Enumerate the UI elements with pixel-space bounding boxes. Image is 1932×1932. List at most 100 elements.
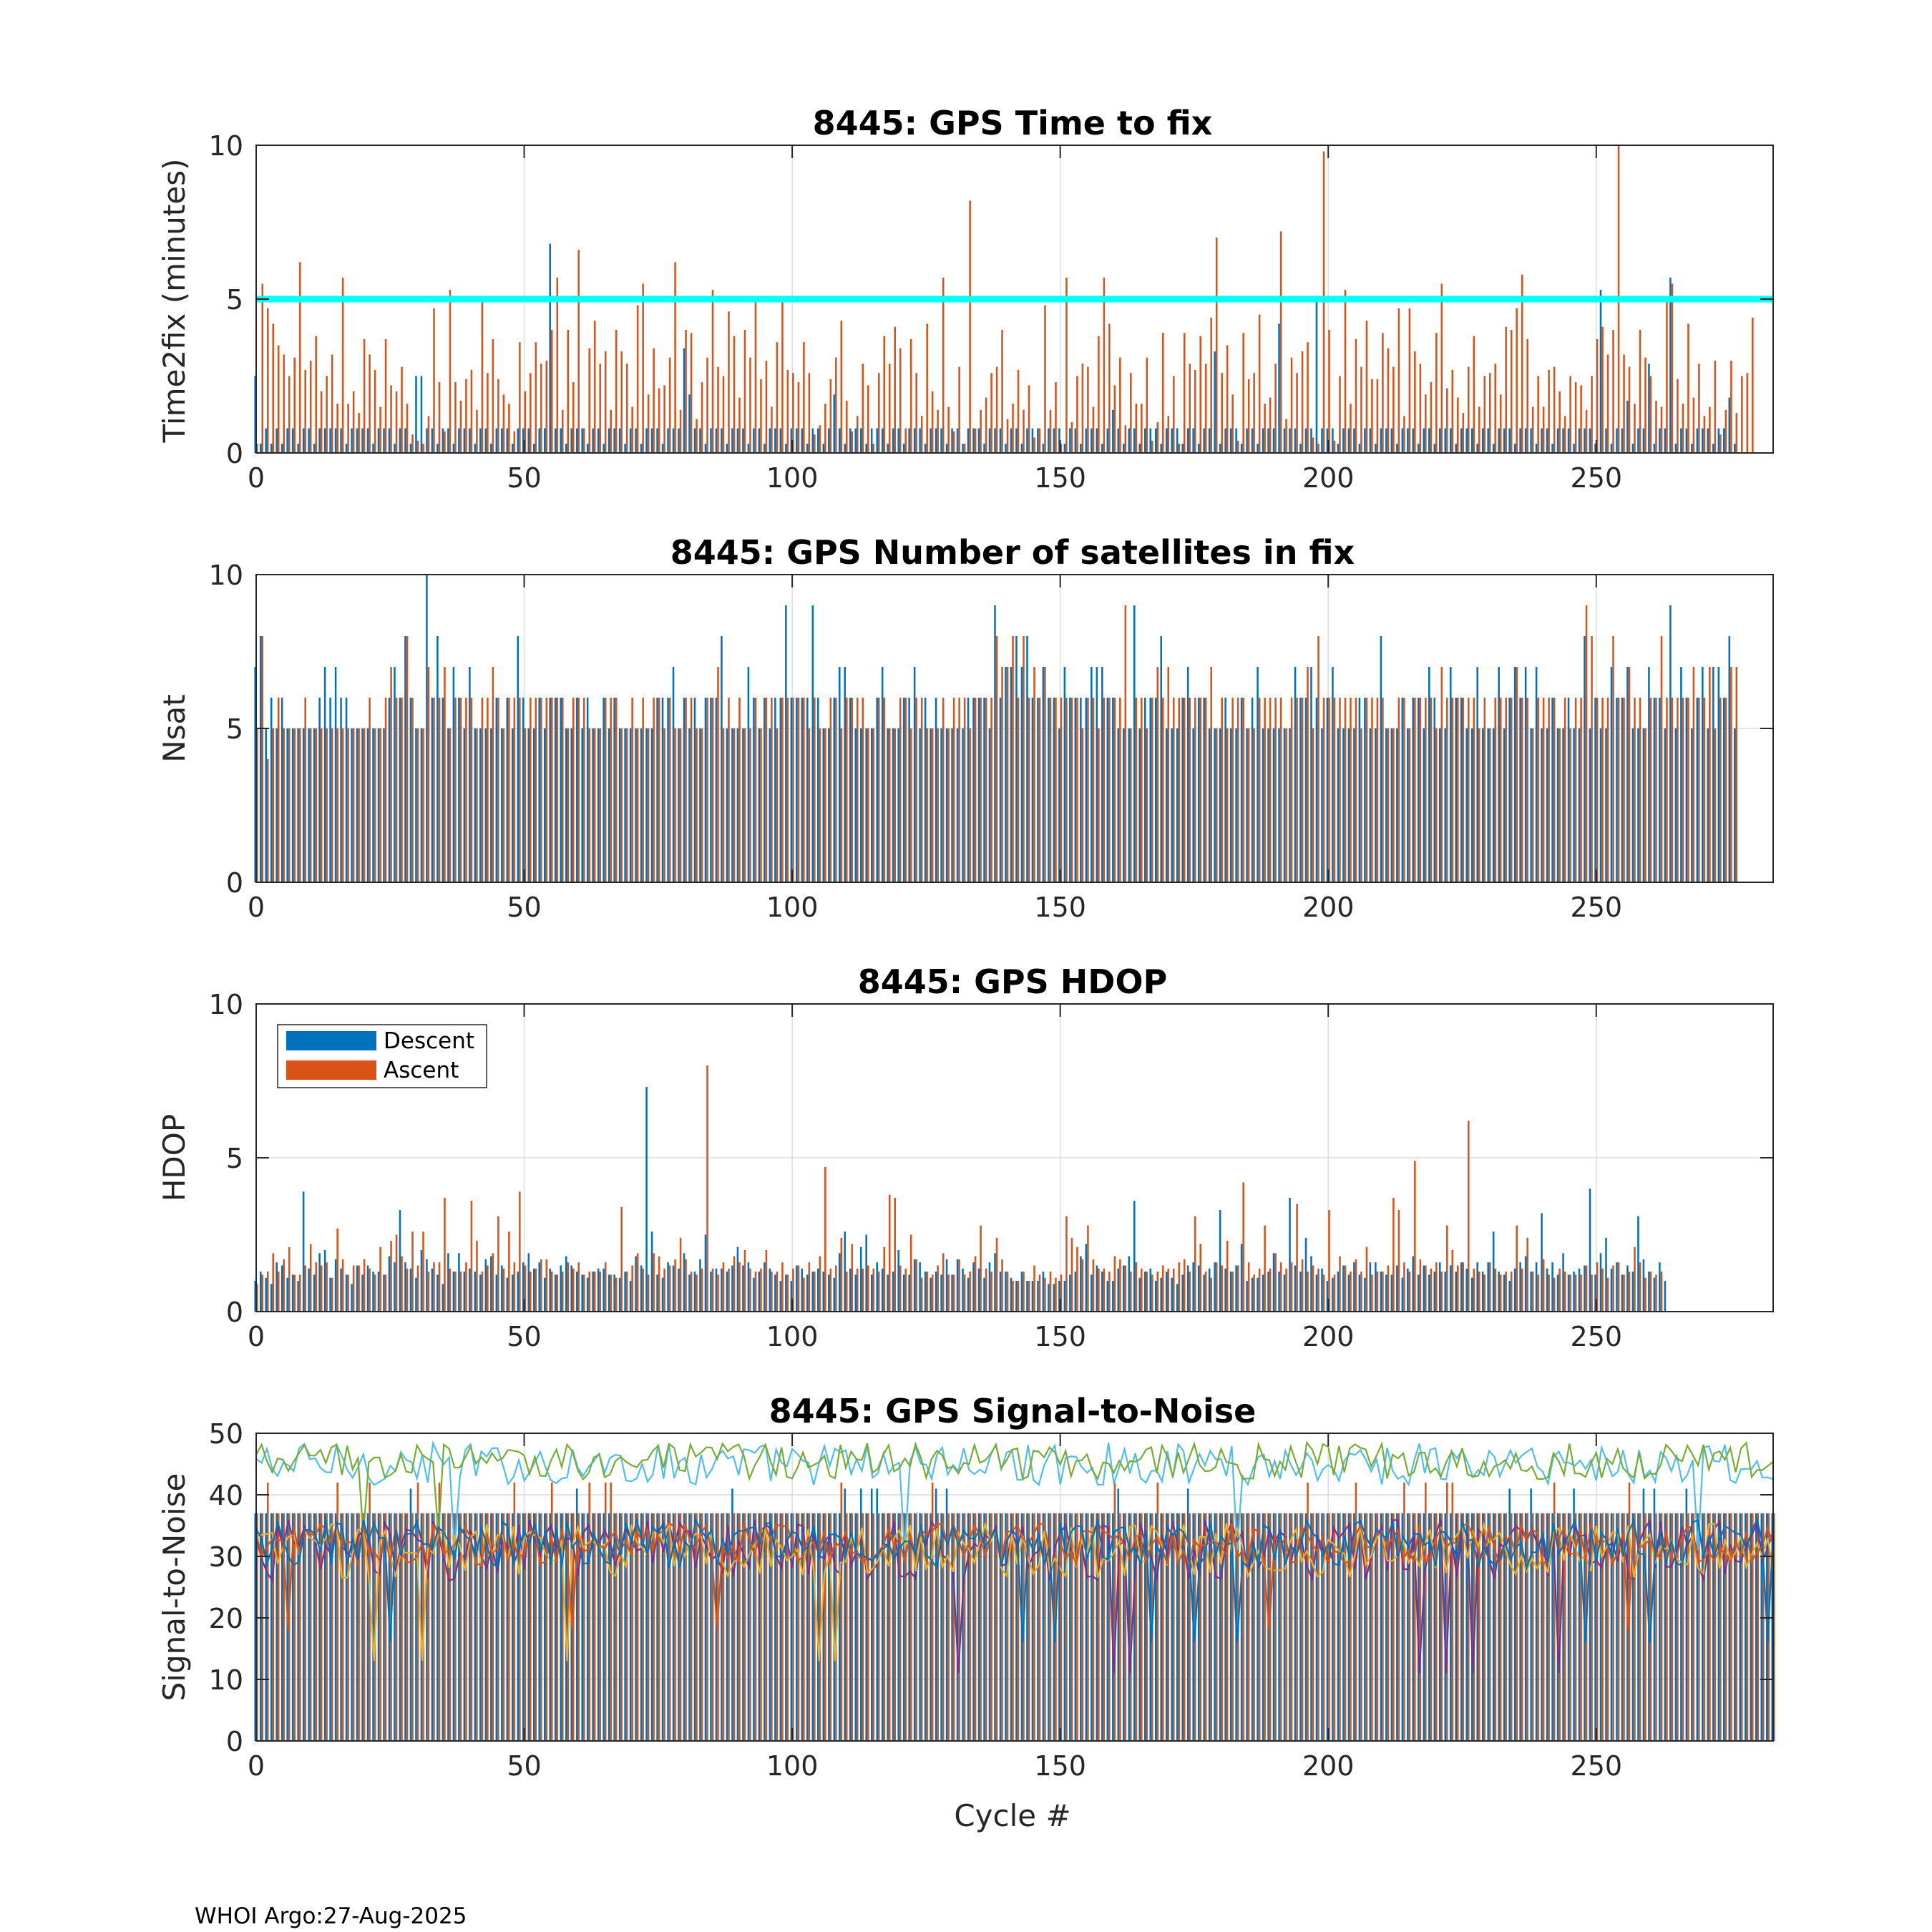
bar-descent-cycle-216 <box>1413 698 1415 882</box>
bar-descent-cycle-90 <box>737 429 739 453</box>
snr-bar-descent-cycle-132 <box>962 1513 964 1741</box>
bar-ascent-cycle-7 <box>293 728 296 882</box>
bar-ascent-cycle-180 <box>1221 698 1223 882</box>
bar-descent-cycle-261 <box>1654 1278 1656 1312</box>
bar-descent-cycle-163 <box>1128 1257 1131 1312</box>
bar-ascent-cycle-126 <box>932 728 934 882</box>
bar-ascent-cycle-214 <box>1403 698 1405 882</box>
bar-descent-cycle-125 <box>924 444 927 453</box>
bar-ascent-cycle-158 <box>1103 278 1106 453</box>
snr-bar-descent-cycle-29 <box>410 1488 412 1741</box>
bar-ascent-cycle-265 <box>1677 379 1679 453</box>
snr-bar-descent-cycle-171 <box>1171 1513 1173 1741</box>
bar-descent-cycle-141 <box>1010 667 1013 882</box>
bar-descent-cycle-54 <box>544 1278 546 1312</box>
bar-descent-cycle-156 <box>1091 1274 1093 1312</box>
bar-ascent-cycle-251 <box>1601 1269 1604 1312</box>
snr-bar-ascent-cycle-75 <box>658 1513 660 1741</box>
bar-ascent-cycle-10 <box>310 728 312 882</box>
bar-ascent-cycle-236 <box>1521 698 1523 882</box>
snr-bar-descent-cycle-211 <box>1385 1513 1387 1741</box>
bar-ascent-cycle-134 <box>975 698 977 882</box>
snr-bar-ascent-cycle-91 <box>744 1513 746 1741</box>
bar-descent-cycle-145 <box>1032 1281 1034 1312</box>
bar-ascent-cycle-231 <box>1494 698 1496 882</box>
bar-descent-cycle-218 <box>1423 429 1425 453</box>
bar-ascent-cycle-115 <box>872 728 874 882</box>
bar-ascent-cycle-47 <box>508 404 510 453</box>
bar-descent-cycle-199 <box>1321 1269 1323 1312</box>
bar-ascent-cycle-163 <box>1130 1272 1132 1312</box>
bar-descent-cycle-157 <box>1096 1266 1098 1312</box>
snr-bar-descent-cycle-118 <box>887 1513 889 1741</box>
bar-ascent-cycle-95 <box>766 698 768 882</box>
bar-descent-cycle-148 <box>1048 698 1050 882</box>
bar-ascent-cycle-6 <box>288 1247 291 1312</box>
bar-ascent-cycle-165 <box>1141 698 1143 882</box>
bar-descent-cycle-192 <box>1284 728 1286 882</box>
snr-bar-descent-cycle-91 <box>742 1513 744 1741</box>
bar-ascent-cycle-264 <box>1672 698 1674 882</box>
bar-ascent-cycle-247 <box>1580 1274 1582 1312</box>
bar-ascent-cycle-57 <box>562 410 564 453</box>
snr-bar-ascent-cycle-62 <box>588 1483 590 1741</box>
bar-ascent-cycle-106 <box>824 404 826 453</box>
bar-ascent-cycle-182 <box>1231 394 1234 453</box>
bar-ascent-cycle-146 <box>1039 698 1041 882</box>
bar-ascent-cycle-45 <box>497 379 499 453</box>
bar-descent-cycle-85 <box>710 429 712 453</box>
bar-ascent-cycle-36 <box>449 1269 452 1312</box>
snr-bar-descent-cycle-138 <box>994 1513 996 1741</box>
bar-ascent-cycle-171 <box>1173 1269 1175 1312</box>
bar-ascent-cycle-230 <box>1489 1262 1491 1312</box>
snr-bar-ascent-cycle-259 <box>1644 1513 1646 1741</box>
bar-descent-cycle-121 <box>903 698 905 882</box>
bar-ascent-cycle-252 <box>1607 1278 1609 1312</box>
bar-descent-cycle-30 <box>415 376 417 454</box>
bar-ascent-cycle-81 <box>691 698 693 882</box>
snr-bar-descent-cycle-130 <box>951 1513 953 1741</box>
bar-descent-cycle-101 <box>796 1266 798 1312</box>
bar-ascent-cycle-72 <box>642 1269 644 1312</box>
bar-ascent-cycle-123 <box>915 698 917 882</box>
grid-lines <box>256 575 1773 882</box>
bar-ascent-cycle-230 <box>1489 373 1491 453</box>
bar-ascent-cycle-24 <box>385 339 387 453</box>
bar-ascent-cycle-128 <box>942 698 945 882</box>
bar-ascent-cycle-212 <box>1392 367 1395 453</box>
bar-ascent-cycle-234 <box>1511 330 1513 453</box>
bar-ascent-cycle-36 <box>449 728 452 882</box>
bar-descent-cycle-209 <box>1375 728 1377 882</box>
bar-ascent-cycle-69 <box>626 1272 628 1312</box>
bar-descent-cycle-99 <box>785 605 787 882</box>
bar-descent-cycle-23 <box>378 728 380 882</box>
snr-bar-ascent-cycle-111 <box>852 1513 854 1741</box>
bar-ascent-cycle-43 <box>487 1266 489 1312</box>
bar-ascent-cycle-185 <box>1248 379 1250 453</box>
snr-bar-ascent-cycle-133 <box>969 1513 971 1741</box>
bar-descent-cycle-169 <box>1160 444 1162 453</box>
snr-bar-descent-cycle-10 <box>308 1513 310 1741</box>
bar-ascent-cycle-35 <box>444 1198 446 1312</box>
bar-descent-cycle-40 <box>469 667 471 882</box>
chart-title-satellites: 8445: GPS Number of satellites in fix <box>670 533 1355 572</box>
bar-descent-cycle-129 <box>946 728 948 882</box>
bar-descent-cycle-51 <box>528 1253 530 1312</box>
bar-descent-cycle-70 <box>630 728 632 882</box>
bar-descent-cycle-193 <box>1289 429 1291 453</box>
snr-bar-ascent-cycle-28 <box>406 1513 409 1741</box>
bar-descent-cycle-87 <box>721 636 723 882</box>
bar-descent-cycle-122 <box>908 698 910 882</box>
bar-descent-cycle-275 <box>1729 636 1731 882</box>
bar-ascent-cycle-74 <box>653 348 655 453</box>
bar-ascent-cycle-25 <box>390 667 392 882</box>
snr-bar-descent-cycle-259 <box>1643 1488 1645 1741</box>
bar-ascent-cycle-14 <box>331 728 333 882</box>
bar-ascent-cycle-278 <box>1747 373 1749 453</box>
bar-descent-cycle-201 <box>1332 429 1334 453</box>
bar-ascent-cycle-155 <box>1087 1226 1089 1312</box>
bar-descent-cycle-148 <box>1048 429 1050 453</box>
bar-ascent-cycle-156 <box>1093 1259 1095 1312</box>
bar-descent-cycle-211 <box>1385 1274 1387 1312</box>
bar-descent-cycle-247 <box>1579 728 1581 882</box>
